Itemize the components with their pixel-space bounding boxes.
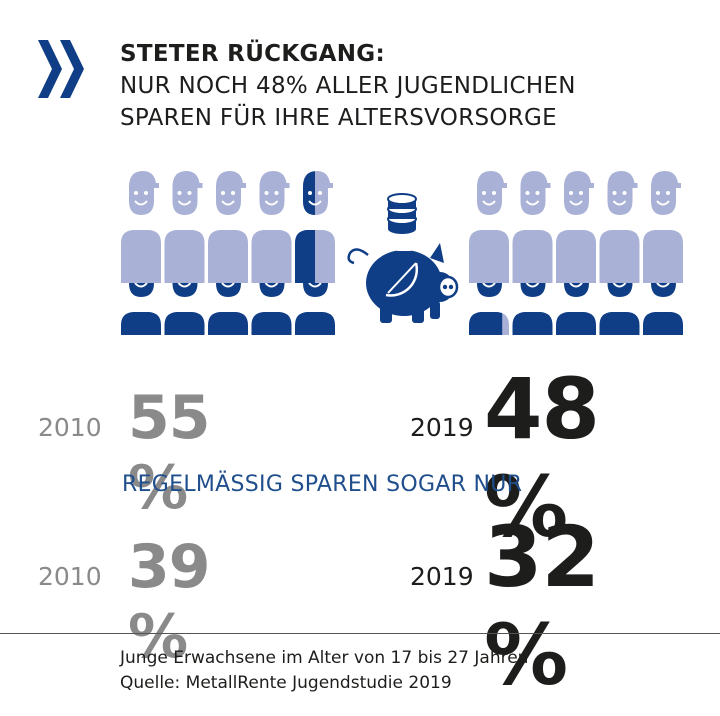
- person-icon: [643, 171, 683, 283]
- piggy-bank-group: [347, 193, 459, 323]
- person-icon: [208, 171, 248, 283]
- person-icon: [295, 171, 335, 283]
- title-line-2: SPAREN FÜR IHRE ALTERSVORSORGE: [120, 105, 558, 131]
- footer-line-2: Quelle: MetallRente Jugendstudie 2019: [120, 673, 452, 693]
- year-label: 2010: [38, 562, 102, 591]
- divider: [0, 633, 720, 634]
- year-label: 2019: [410, 562, 474, 591]
- footer: Junge Erwachsene im Alter von 17 bis 27 …: [120, 646, 528, 696]
- person-icon: [164, 171, 205, 283]
- percent-value: 32 %: [484, 508, 600, 704]
- year-label: 2010: [38, 413, 102, 442]
- person-icon: [599, 171, 640, 283]
- person-icon: [512, 171, 553, 283]
- person-icon: [469, 171, 509, 283]
- percent-value: 39 %: [128, 532, 210, 672]
- person-icon: [121, 171, 161, 283]
- footer-line-1: Junge Erwachsene im Alter von 17 bis 27 …: [120, 648, 529, 668]
- title: STETER RÜCKGANG: NUR NOCH 48% ALLER JUGE…: [120, 38, 576, 134]
- person-icon: [251, 171, 292, 283]
- title-line-1: NUR NOCH 48% ALLER JUGENDLICHEN: [120, 73, 576, 99]
- percent-value: 48 %: [484, 360, 600, 556]
- pictogram-chart: [121, 171, 683, 335]
- piggy-bank-icon: [347, 243, 459, 323]
- person-icon: [556, 171, 596, 283]
- chevrons-icon: [38, 40, 84, 98]
- coins-icon: [387, 193, 417, 234]
- title-bold: STETER RÜCKGANG:: [120, 41, 385, 67]
- year-label: 2019: [410, 413, 474, 442]
- subheading: REGELMÄSSIG SPAREN SOGAR NUR: [122, 472, 523, 497]
- pictogram-people: [121, 171, 683, 335]
- percent-value: 55 %: [128, 383, 210, 523]
